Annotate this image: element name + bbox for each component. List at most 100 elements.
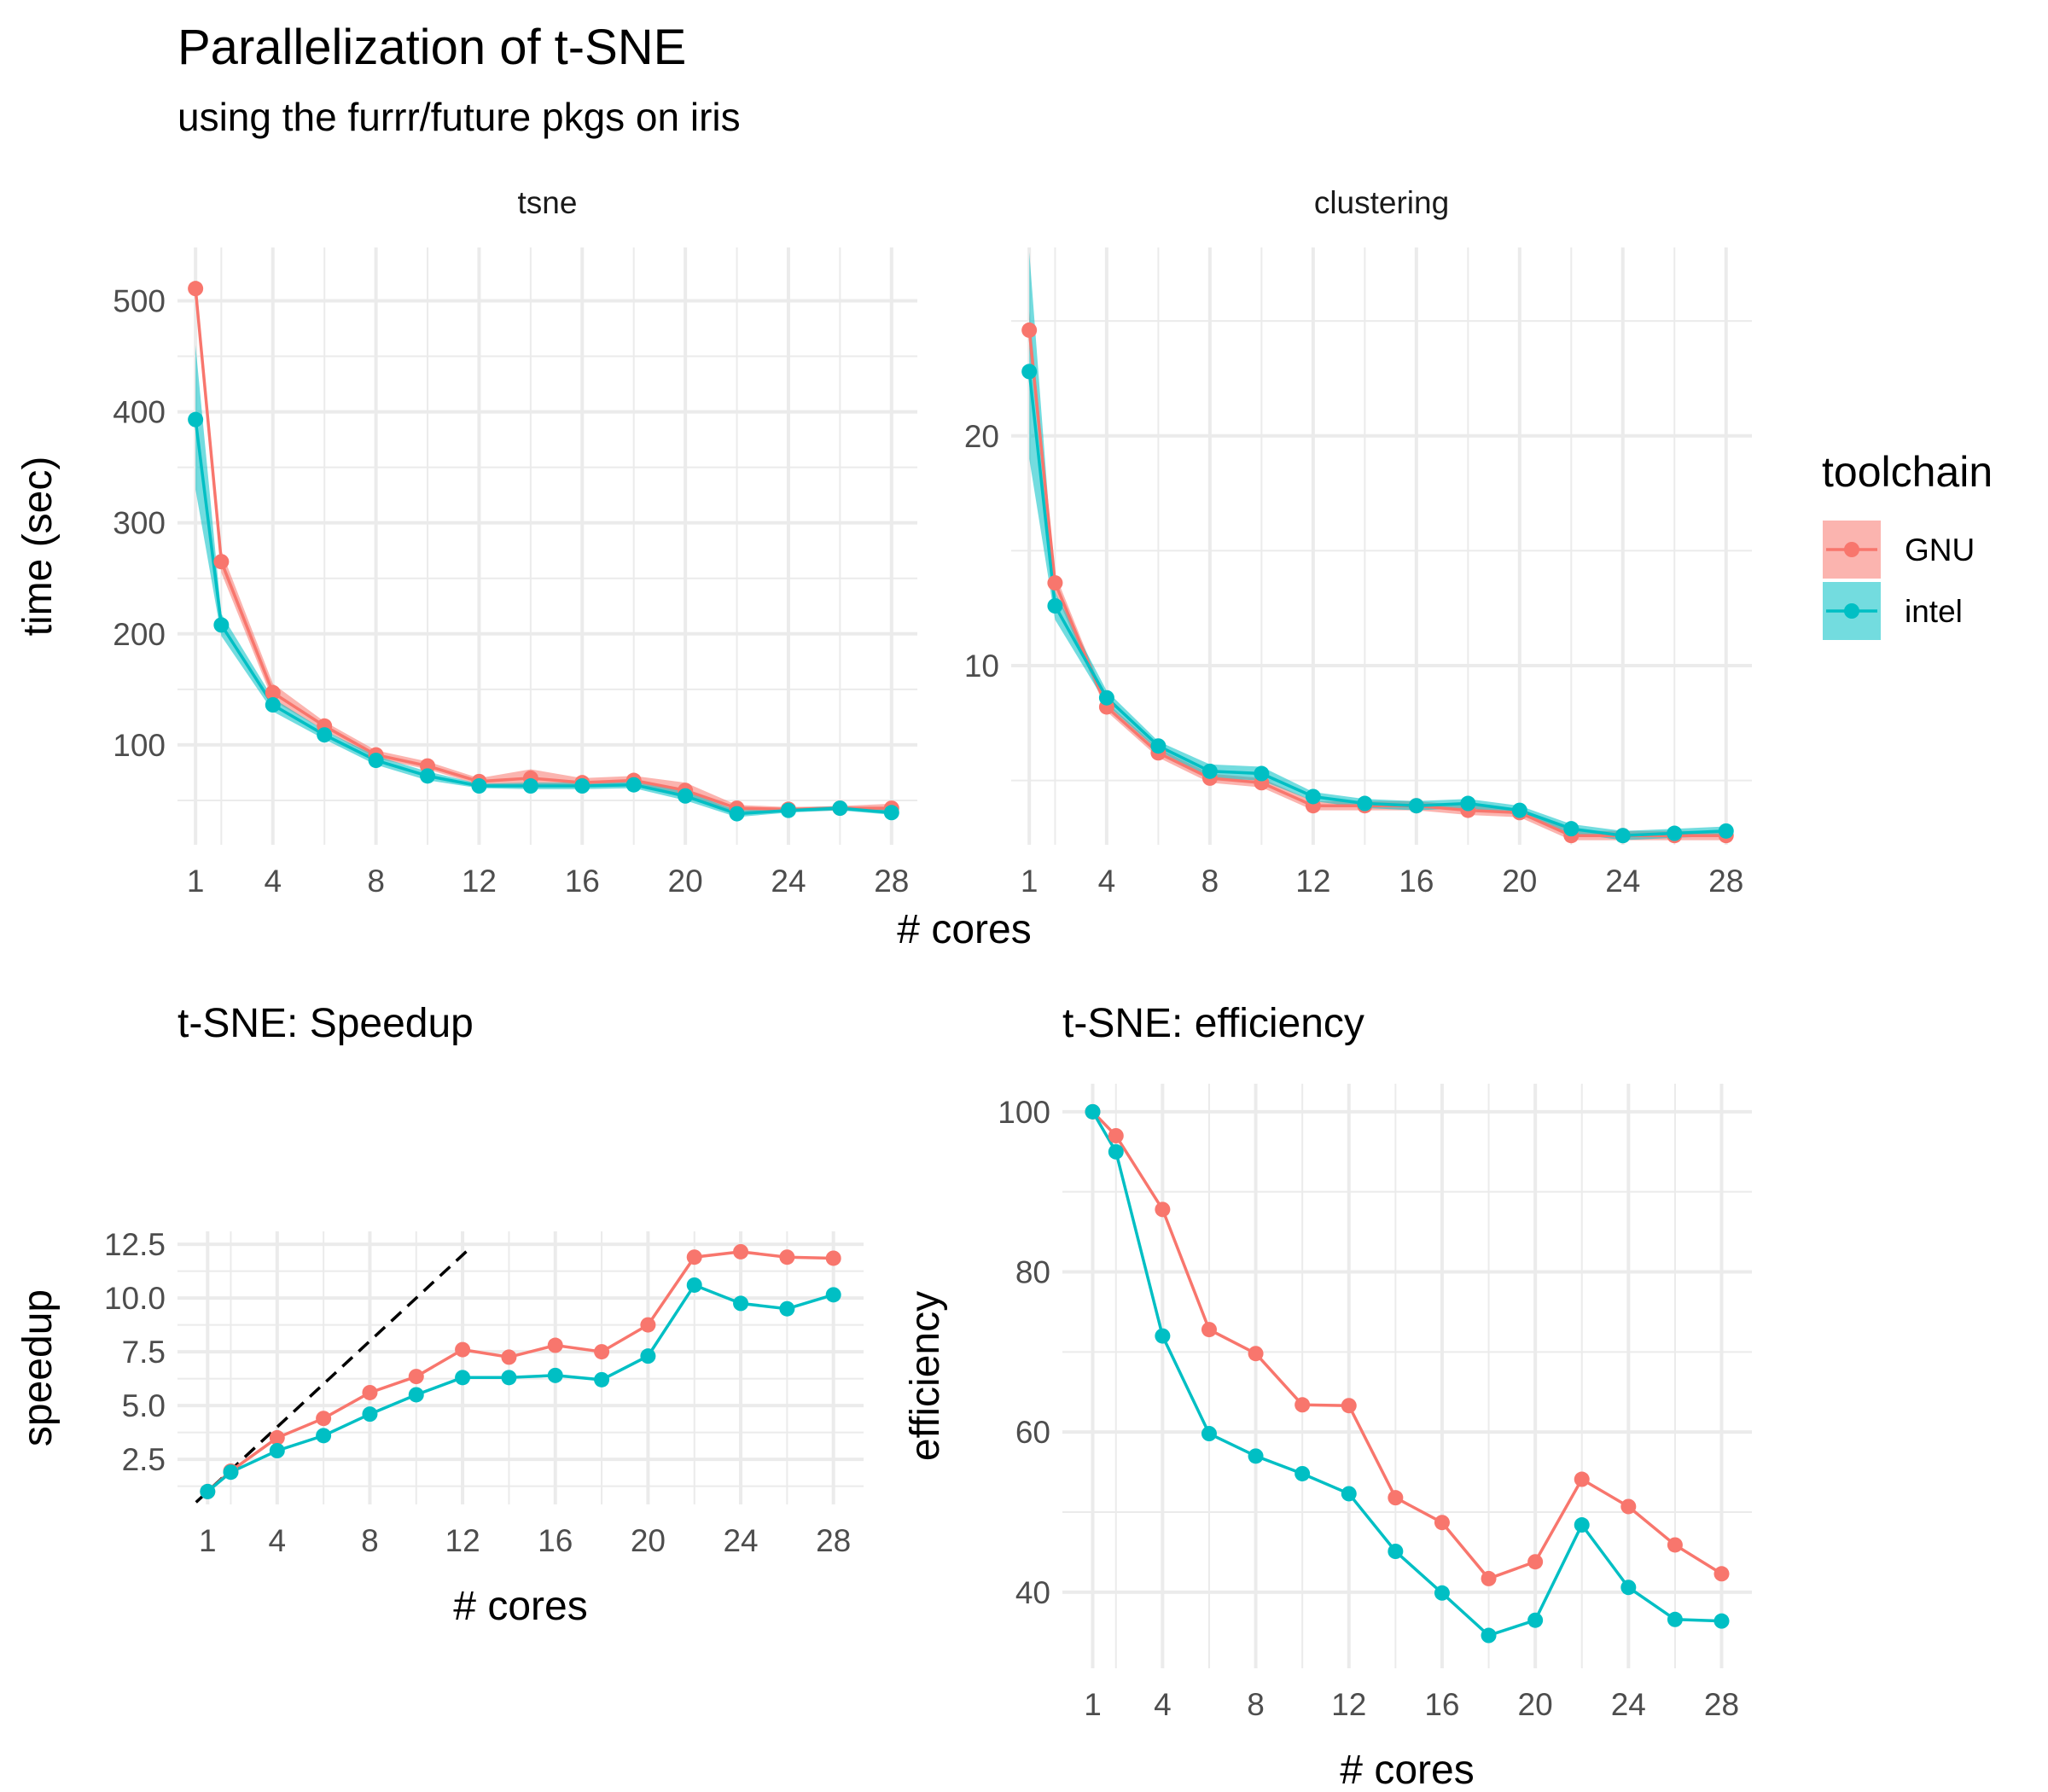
legend-label: GNU (1905, 532, 1975, 567)
x-tick-label: 12 (445, 1523, 480, 1558)
data-point-intel (1047, 598, 1063, 614)
data-point-gnu (825, 1250, 841, 1266)
data-point-gnu (1713, 1566, 1730, 1582)
data-point-gnu (1248, 1346, 1264, 1362)
data-point-intel (825, 1287, 841, 1303)
data-point-gnu (1574, 1471, 1590, 1487)
data-point-intel (471, 778, 487, 794)
data-point-intel (455, 1370, 471, 1386)
data-point-intel (1201, 1426, 1217, 1442)
x-tick-label: 28 (874, 864, 909, 899)
x-tick-label: 8 (361, 1523, 379, 1558)
data-point-intel (200, 1483, 216, 1499)
data-point-intel (574, 778, 591, 794)
data-point-gnu (1434, 1515, 1450, 1531)
x-tick-label: 28 (1708, 864, 1743, 899)
figure-title: Parallelization of t-SNE (177, 20, 687, 75)
data-point-intel (1620, 1580, 1637, 1596)
x-tick-label: 20 (1518, 1687, 1553, 1722)
x-tick-label: 28 (816, 1523, 851, 1558)
data-point-gnu (188, 281, 204, 297)
data-point-gnu (1021, 322, 1038, 338)
data-point-gnu (779, 1249, 795, 1265)
panel-title: t-SNE: Speedup (177, 1001, 474, 1046)
data-point-gnu (316, 1411, 332, 1427)
panel-efficiency: 1 4 8 12 16 20 24 28 40 60 80 100 t-SNE: efficiency e… (903, 1001, 1752, 1792)
x-tick-label: 1 (1021, 864, 1039, 899)
data-point-intel (1667, 1611, 1683, 1627)
data-point-intel (1615, 828, 1631, 844)
data-point-intel (1305, 788, 1321, 805)
y-tick-label: 5.0 (122, 1388, 166, 1423)
data-point-intel (594, 1371, 610, 1388)
data-point-gnu (594, 1344, 610, 1360)
y-tick-label: 200 (113, 617, 166, 652)
x-tick-label: 12 (1331, 1687, 1366, 1722)
y-tick-label: 100 (113, 728, 166, 763)
data-point-gnu (1620, 1498, 1637, 1515)
data-point-intel (779, 1300, 795, 1317)
data-point-gnu (1667, 1537, 1683, 1553)
data-point-gnu (1295, 1397, 1311, 1413)
panel-title: t-SNE: efficiency (1062, 1001, 1364, 1046)
x-tick-label: 4 (269, 1523, 287, 1558)
data-point-intel (1295, 1465, 1311, 1481)
x-tick-label: 16 (1399, 864, 1434, 899)
data-point-gnu (1108, 1127, 1124, 1143)
data-point-gnu (362, 1384, 378, 1400)
x-tick-label: 24 (771, 864, 806, 899)
data-point-intel (1574, 1517, 1590, 1533)
data-point-intel (522, 778, 538, 794)
data-point-intel (501, 1370, 517, 1386)
data-point-gnu (1155, 1201, 1171, 1218)
x-tick-label: 16 (1424, 1687, 1459, 1722)
data-point-intel (733, 1295, 749, 1312)
data-point-intel (1511, 802, 1527, 818)
data-point-intel (686, 1277, 702, 1293)
x-tick-label: 12 (1295, 864, 1330, 899)
data-point-intel (1150, 738, 1167, 754)
data-point-gnu (265, 684, 281, 701)
data-point-gnu (1527, 1554, 1544, 1570)
y-tick-label: 400 (113, 395, 166, 430)
data-point-intel (368, 753, 384, 769)
data-point-gnu (1388, 1490, 1404, 1506)
data-point-intel (1563, 821, 1580, 837)
data-point-intel (625, 777, 642, 793)
data-point-intel (1155, 1328, 1171, 1344)
data-point-intel (408, 1387, 424, 1403)
y-axis-label: time (sec) (15, 457, 61, 637)
x-tick-label: 1 (199, 1523, 217, 1558)
y-tick-label: 300 (113, 506, 166, 541)
data-point-intel (1388, 1544, 1404, 1559)
y-tick-label: 7.5 (122, 1335, 166, 1370)
data-point-intel (780, 802, 796, 818)
panel-speedup: 1 4 8 12 16 20 24 28 2.5 5.0 7.5 10.0 12.5 t-SNE: Spe… (15, 1001, 864, 1629)
data-point-intel (316, 1428, 332, 1444)
x-tick-label: 12 (462, 864, 497, 899)
data-point-intel (362, 1406, 378, 1423)
legend-key-point (1844, 603, 1859, 619)
data-point-intel (265, 697, 281, 713)
data-point-intel (269, 1443, 285, 1459)
x-tick-label: 1 (187, 864, 205, 899)
data-point-intel (1460, 795, 1476, 812)
data-point-intel (547, 1367, 563, 1383)
x-axis-label: # cores (453, 1584, 587, 1629)
data-point-gnu (1481, 1570, 1497, 1586)
x-axis-label: # cores (1340, 1748, 1474, 1792)
data-point-gnu (1341, 1398, 1357, 1414)
data-point-gnu (1201, 1322, 1217, 1338)
ideal-speedup-line (195, 1247, 471, 1504)
legend-label: intel (1905, 594, 1963, 629)
data-point-gnu (1047, 575, 1063, 591)
panel-clustering: 1 4 8 12 16 20 24 28 10 20 clustering (964, 185, 1752, 899)
y-tick-label: 100 (998, 1095, 1050, 1130)
x-tick-label: 28 (1704, 1687, 1739, 1722)
y-tick-label: 20 (964, 419, 999, 454)
data-point-intel (729, 806, 745, 822)
data-point-gnu (733, 1243, 749, 1260)
data-point-gnu (640, 1317, 656, 1333)
data-point-intel (1341, 1486, 1357, 1502)
data-point-intel (1201, 763, 1218, 779)
